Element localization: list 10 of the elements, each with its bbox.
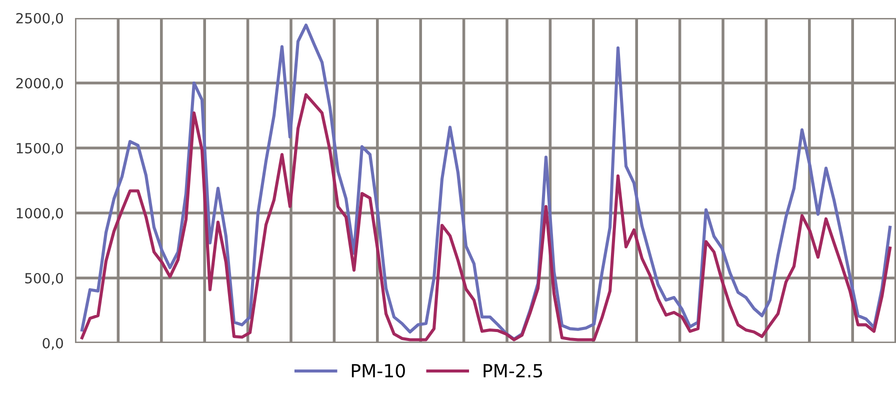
legend-label: PM-10 [352,364,405,378]
y-tick-label: 2500,0 [16,12,63,25]
y-tick-label: 0,0 [42,338,63,350]
y-tick-label: 500,0 [25,272,63,285]
line-series [80,93,892,342]
y-tick-label: 1000,0 [16,208,63,220]
line-series [80,24,892,341]
legend-label: PM-2.5 [484,364,542,378]
y-tick-label: 2000,0 [16,78,63,90]
y-tick-label: 1500,0 [16,142,63,155]
